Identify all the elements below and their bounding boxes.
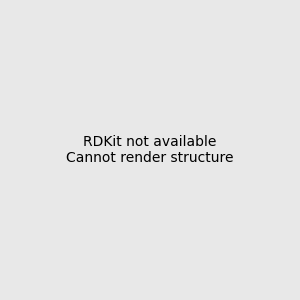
Text: RDKit not available
Cannot render structure: RDKit not available Cannot render struct…: [66, 135, 234, 165]
